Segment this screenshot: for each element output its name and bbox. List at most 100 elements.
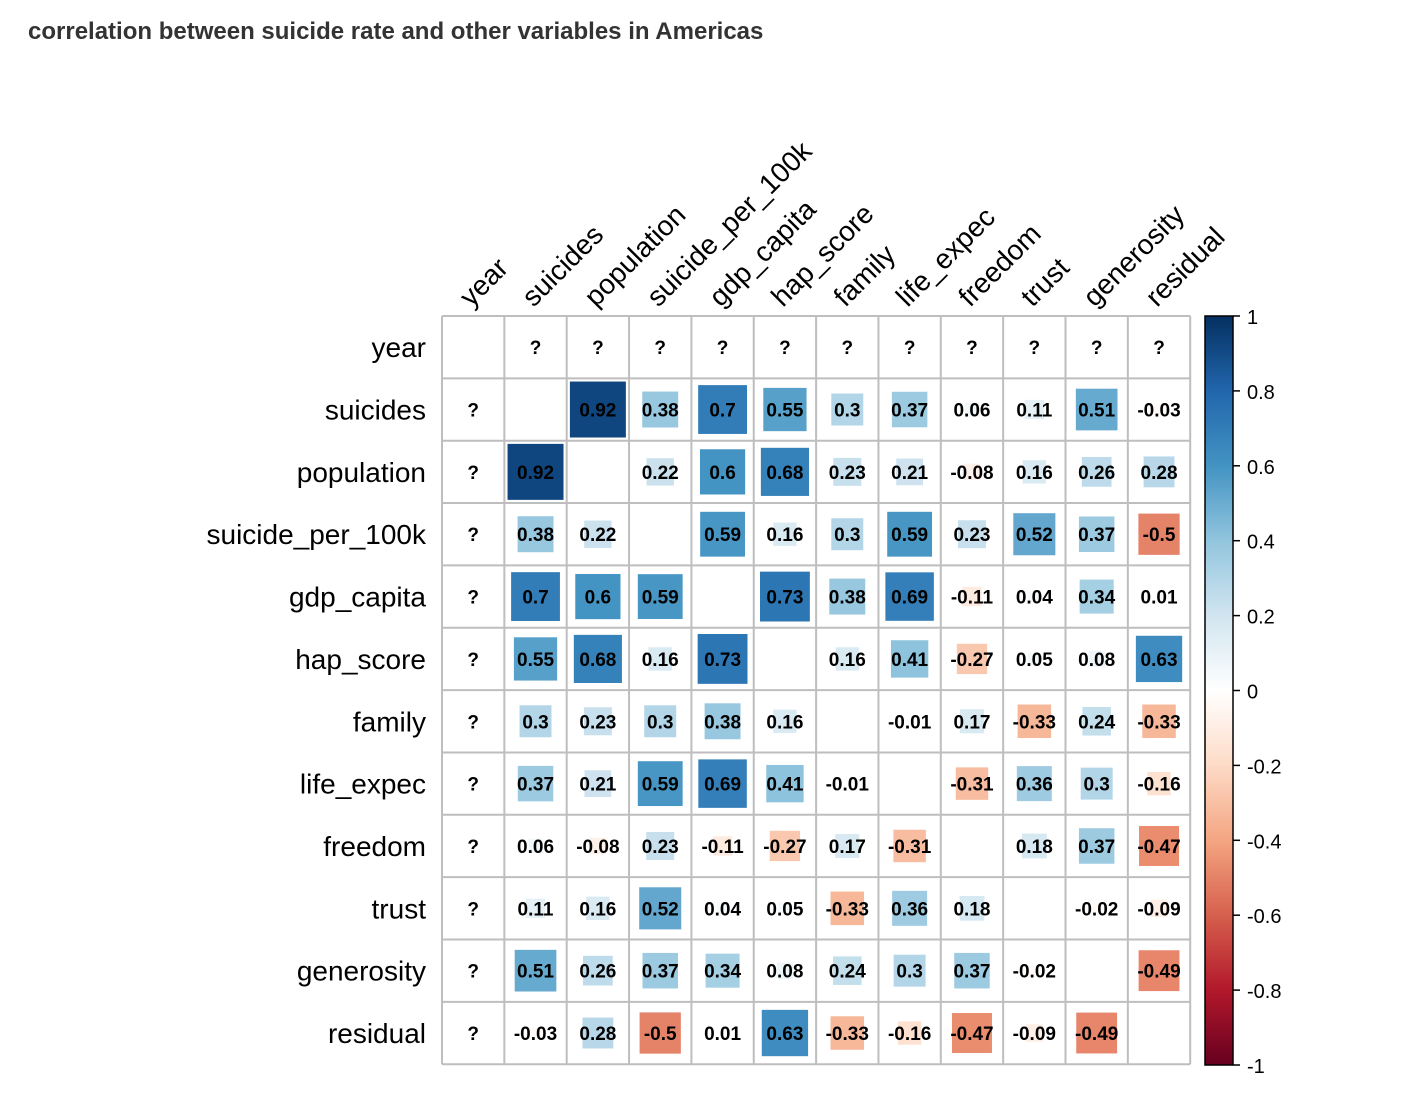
cell-square-freedom-suicide_per_100k: [646, 831, 675, 860]
cell-value-generosity-hap_score: 0.08: [766, 962, 803, 983]
cell-square-family-generosity: [1082, 706, 1111, 736]
cell-value-hap_score-family: 0.16: [829, 650, 866, 671]
cell-square-suicides-trust: [1024, 399, 1045, 420]
cell-square-suicide_per_100k-population: [584, 520, 612, 548]
color-legend-bar: [1204, 315, 1234, 1066]
cell-square-population-trust: [1022, 460, 1046, 484]
row-labels: year suicides population suicide_per_100kgd…: [207, 332, 427, 1049]
cell-square-freedom-life_expec: [893, 829, 926, 863]
cell-value-life_expec-suicides: 0.37: [517, 775, 554, 796]
cell-value-gdp_capita-family: 0.38: [829, 588, 866, 609]
cell-square-family-gdp_capita: [704, 703, 741, 740]
cell-value-freedom-suicides: 0.06: [517, 837, 554, 858]
cell-square-freedom-family: [835, 833, 860, 859]
cell-square-life_expec-generosity: [1080, 767, 1113, 800]
row-label-gdp_capita: gdp_capita: [289, 582, 426, 613]
cell-square-family-suicides: [519, 705, 552, 738]
cell-square-family-suicide_per_100k: [644, 705, 677, 738]
cell-square-residual-generosity: [1076, 1012, 1118, 1054]
cell-square-suicide_per_100k-freedom: [957, 520, 986, 549]
cell-square-freedom-residual: [1139, 825, 1180, 866]
cell-value-suicides-population: 0.92: [579, 401, 616, 422]
cell-square-residual-suicide_per_100k: [639, 1012, 681, 1054]
cell-value-suicides-gdp_capita: 0.7: [709, 401, 735, 422]
cell-square-suicide_per_100k-life_expec: [887, 511, 933, 557]
cell-square-residual-life_expec: [897, 1021, 922, 1045]
cell-value-suicides-family: 0.3: [834, 401, 860, 422]
cell-value-gdp_capita-suicide_per_100k: 0.59: [642, 588, 679, 609]
cell-value-gdp_capita-life_expec: 0.69: [891, 588, 928, 609]
cell-value-trust-suicides: 0.11: [518, 899, 554, 920]
cell-value-life_expec-gdp_capita: 0.69: [704, 775, 741, 796]
cell-square-hap_score-freedom: [956, 643, 988, 675]
cell-square-hap_score-life_expec: [890, 640, 929, 678]
cell-value-residual-generosity: -0.49: [1075, 1024, 1118, 1045]
cell-square-trust-generosity: [1092, 904, 1101, 913]
row-label-suicide_per_100k: suicide_per_100k: [207, 519, 427, 550]
cell-value-hap_score-residual: 0.63: [1141, 650, 1178, 671]
color-legend: 1 0.8 0.6 0.4 0.2 0 -0.2 -0.4 -0.6 -0.8 -1: [1204, 307, 1281, 1078]
cell-value-population-freedom: -0.08: [950, 463, 993, 484]
cell-square-suicide_per_100k-generosity: [1078, 516, 1115, 552]
cell-square-family-hap_score: [773, 709, 797, 733]
cell-value-year-population: ?: [592, 338, 604, 359]
cell-square-residual-hap_score: [761, 1009, 809, 1057]
cell-value-hap_score-freedom: -0.27: [950, 650, 993, 671]
cell-value-population-suicide_per_100k: 0.22: [642, 463, 679, 484]
cell-value-freedom-hap_score: -0.27: [763, 837, 806, 858]
cell-square-family-trust: [1017, 704, 1052, 739]
cell-square-trust-residual: [1150, 899, 1168, 918]
cell-value-population-generosity: 0.26: [1078, 463, 1115, 484]
grid-lines: [441, 315, 1192, 1066]
cell-square-suicides-family: [831, 393, 864, 426]
cell-value-trust-year: ?: [467, 899, 479, 920]
legend-tick-label: -0.6: [1247, 906, 1281, 928]
cell-value-generosity-suicide_per_100k: 0.37: [642, 962, 679, 983]
cell-square-suicides-freedom: [964, 402, 980, 417]
cell-square-residual-gdp_capita: [719, 1030, 726, 1036]
cell-value-population-gdp_capita: 0.6: [709, 463, 735, 484]
row-label-family: family: [353, 706, 426, 737]
cell-square-suicides-suicide_per_100k: [642, 391, 679, 428]
cell-square-suicides-population: [569, 381, 626, 438]
cell-square-suicide_per_100k-family: [831, 518, 864, 551]
cell-value-family-trust: -0.33: [1013, 712, 1056, 733]
cell-value-family-gdp_capita: 0.38: [704, 712, 741, 733]
cell-square-family-residual: [1142, 704, 1176, 739]
cell-square-life_expec-hap_score: [766, 764, 804, 803]
cell-value-trust-generosity: -0.02: [1075, 899, 1118, 920]
cell-value-family-freedom: 0.17: [953, 712, 990, 733]
cell-square-suicides-gdp_capita: [698, 385, 747, 434]
cell-value-gdp_capita-trust: 0.04: [1016, 588, 1053, 609]
cell-value-suicides-generosity: 0.51: [1078, 401, 1115, 422]
cell-value-year-suicide_per_100k: ?: [654, 338, 666, 359]
legend-tick-label: 0: [1247, 682, 1258, 704]
cell-square-suicide_per_100k-suicides: [517, 516, 554, 553]
cell-value-family-year: ?: [467, 712, 479, 733]
cell-square-generosity-gdp_capita: [705, 953, 740, 988]
cell-value-freedom-residual: -0.47: [1137, 837, 1180, 858]
row-label-trust: trust: [372, 893, 427, 924]
cell-value-residual-year: ?: [467, 1024, 479, 1045]
row-label-year: year: [372, 332, 426, 363]
cell-square-family-life_expec: [906, 718, 913, 725]
cell-value-year-family: ?: [841, 338, 853, 359]
cell-square-suicide_per_100k-trust: [1013, 513, 1056, 556]
cell-square-generosity-freedom: [954, 952, 990, 989]
cell-square-life_expec-freedom: [955, 767, 989, 800]
cell-square-residual-freedom: [951, 1013, 992, 1054]
cell-value-gdp_capita-year: ?: [467, 588, 479, 609]
cell-value-generosity-population: 0.26: [579, 962, 616, 983]
cell-value-residual-population: 0.28: [579, 1024, 616, 1045]
cell-square-generosity-family: [832, 956, 862, 985]
cell-square-suicides-life_expec: [891, 391, 928, 428]
cell-value-freedom-generosity: 0.37: [1078, 837, 1115, 858]
cell-value-generosity-residual: -0.49: [1137, 962, 1180, 983]
cell-value-life_expec-trust: 0.36: [1016, 775, 1053, 796]
cell-value-population-trust: 0.16: [1016, 463, 1053, 484]
legend-tick-label: -1: [1247, 1056, 1265, 1078]
cell-value-suicide_per_100k-year: ?: [467, 525, 479, 546]
cell-square-generosity-trust: [1030, 966, 1039, 975]
cell-value-residual-family: -0.33: [826, 1024, 869, 1045]
